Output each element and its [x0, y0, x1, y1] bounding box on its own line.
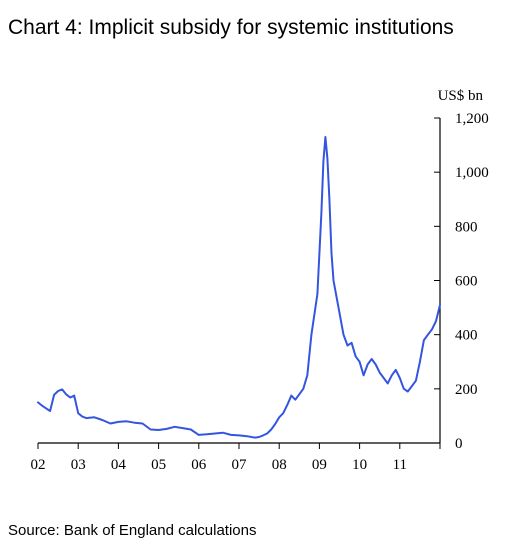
y-tick-label: 1,000 [455, 165, 489, 181]
label-layer: 02 03 04 05 06 07 08 09 10 11 0 200 400 600 800 1,000 1,… [31, 88, 489, 473]
x-tick-label: 10 [352, 457, 367, 473]
y-tick-label: 0 [455, 436, 463, 452]
y-tick-label: 800 [455, 219, 478, 235]
x-tick-label: 08 [272, 457, 287, 473]
x-tick-label: 07 [232, 457, 248, 473]
x-tick-label: 02 [31, 457, 46, 473]
x-tick-label: 11 [393, 457, 407, 473]
x-tick-label: 09 [312, 457, 327, 473]
x-tick-label: 05 [151, 457, 166, 473]
chart-title: Chart 4: Implicit subsidy for systemic i… [8, 16, 454, 39]
source-note: Source: Bank of England calculations [8, 522, 257, 539]
y-tick-label: 600 [455, 274, 478, 290]
series-layer [37, 136, 441, 439]
y-tick-label: 1,200 [455, 111, 489, 127]
x-tick-label: 06 [191, 457, 207, 473]
series-line [37, 136, 441, 439]
y-axis-unit-label: US$ bn [438, 88, 484, 104]
y-tick-label: 400 [455, 328, 478, 344]
axis-layer [37, 117, 441, 449]
y-tick-label: 200 [455, 382, 478, 398]
x-tick-label: 04 [111, 457, 127, 473]
x-tick-label: 03 [71, 457, 86, 473]
